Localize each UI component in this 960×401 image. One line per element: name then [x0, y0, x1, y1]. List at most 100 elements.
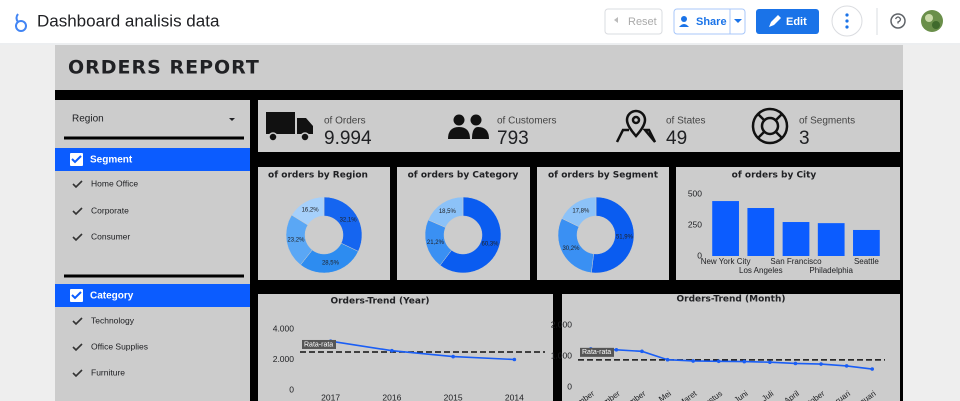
filter-header — [55, 148, 250, 171]
trend-line — [590, 348, 873, 370]
bar — [747, 208, 775, 256]
checkmark — [72, 233, 83, 242]
edit-button[interactable]: Edit — [756, 9, 819, 34]
donut-slice — [427, 196, 464, 228]
kpi-value: 9.994 — [324, 128, 372, 149]
bar — [782, 222, 810, 256]
help-button[interactable] — [890, 13, 906, 29]
slice-label: 28,5% — [322, 260, 340, 266]
y-tick-label: 2.000 — [551, 319, 573, 329]
slice-label: 18,5% — [439, 209, 457, 215]
reference-label: Rata-rata — [304, 341, 333, 348]
x-tick-label: 2014 — [505, 392, 524, 401]
kpi-panel — [258, 100, 900, 152]
filter-title: Segment — [90, 155, 133, 166]
donut-slice — [557, 218, 594, 273]
region-dropdown[interactable]: Region — [57, 105, 248, 133]
edit-label: Edit — [786, 16, 807, 28]
trend-point — [870, 367, 875, 371]
trend-point — [793, 361, 798, 366]
x-tick-label: Los Angeles — [739, 266, 783, 275]
slice-label: 23,2% — [287, 238, 305, 244]
trend-point — [512, 357, 517, 362]
y-tick-label: 500 — [688, 188, 702, 198]
slice-label: 21,2% — [427, 240, 445, 246]
checkmark — [71, 291, 82, 300]
kpi-label: of Orders — [324, 116, 366, 127]
x-tick-label: New York City — [701, 257, 751, 266]
donut-slice — [291, 196, 325, 226]
chart-title: of orders by City — [732, 171, 817, 181]
trend-point — [691, 359, 695, 363]
chart-title: Orders-Trend (Year) — [330, 297, 429, 307]
donut-slice — [591, 196, 635, 274]
chart-title: of orders by Region — [268, 171, 368, 181]
checkmark — [72, 369, 83, 378]
avatar[interactable] — [921, 10, 943, 32]
x-tick-label: 2016 — [382, 392, 401, 401]
slice-label: 51,9% — [616, 234, 634, 240]
kpi-label: of Segments — [799, 116, 855, 127]
filter-item: Consumer — [91, 231, 130, 241]
kpi-value: 49 — [666, 128, 687, 149]
donut-slice — [561, 196, 597, 228]
bar — [712, 201, 739, 256]
slice-label: 30,2% — [562, 246, 580, 252]
kpi-value: 3 — [799, 128, 810, 149]
truck-icon — [266, 112, 313, 142]
x-tick-label: 2017 — [321, 392, 340, 401]
trend-point — [390, 348, 394, 353]
reference-tag — [580, 347, 614, 357]
bar — [817, 223, 845, 256]
kpi-label: of Customers — [497, 116, 556, 127]
kpi-label: of States — [666, 116, 705, 127]
x-tick-label: Seattle — [854, 257, 879, 266]
filter-item: Corporate — [91, 205, 129, 215]
people-icon — [448, 114, 489, 139]
donut-slice — [439, 196, 502, 274]
lifebuoy-icon — [751, 107, 789, 145]
checkmark — [72, 207, 83, 216]
chart-title: of orders by Segment — [548, 171, 659, 181]
chart-title: Orders-Trend (Month) — [676, 295, 785, 305]
filter-item: Furniture — [91, 367, 125, 377]
y-tick-label: 4.000 — [273, 323, 295, 333]
x-tick-label: San Francisco — [770, 257, 822, 266]
more-button[interactable] — [831, 5, 863, 37]
y-tick-label: 0 — [567, 381, 572, 391]
filter-header — [55, 284, 250, 307]
y-tick-label: 0 — [289, 384, 294, 394]
map-icon — [615, 109, 657, 143]
x-tick-label: Philadelphia — [809, 266, 853, 275]
share-button[interactable]: Share — [673, 8, 746, 35]
bar — [853, 229, 880, 256]
x-tick-label: 2015 — [444, 392, 463, 401]
trend-point — [844, 364, 849, 368]
trend-point — [451, 354, 455, 359]
checkmark — [72, 317, 83, 326]
dashboard-title: Dashboard analisis data — [37, 11, 220, 30]
trend-point — [614, 348, 619, 352]
filter-item: Office Supplies — [91, 341, 148, 351]
chart-panel — [562, 294, 900, 401]
checkmark — [72, 180, 83, 189]
y-tick-label: 0 — [697, 250, 702, 260]
logo — [15, 13, 27, 32]
y-tick-label: 1.000 — [551, 350, 573, 360]
slice-label: 17,8% — [572, 208, 590, 214]
chart-title: of orders by Category — [408, 171, 519, 181]
filter-title: Category — [90, 291, 134, 302]
trend-point — [768, 360, 772, 365]
filter-item: Home Office — [91, 178, 138, 188]
region-label: Region — [72, 114, 104, 125]
reset-button[interactable]: Reset — [604, 8, 663, 35]
trend-point — [665, 357, 670, 362]
trend-point — [819, 362, 823, 366]
reset-label: Reset — [628, 16, 657, 28]
filter-sidebar — [55, 100, 250, 401]
y-tick-label: 2.000 — [273, 354, 295, 364]
trend-line — [330, 340, 515, 361]
filter-item: Technology — [91, 315, 135, 325]
trend-point — [742, 359, 747, 364]
